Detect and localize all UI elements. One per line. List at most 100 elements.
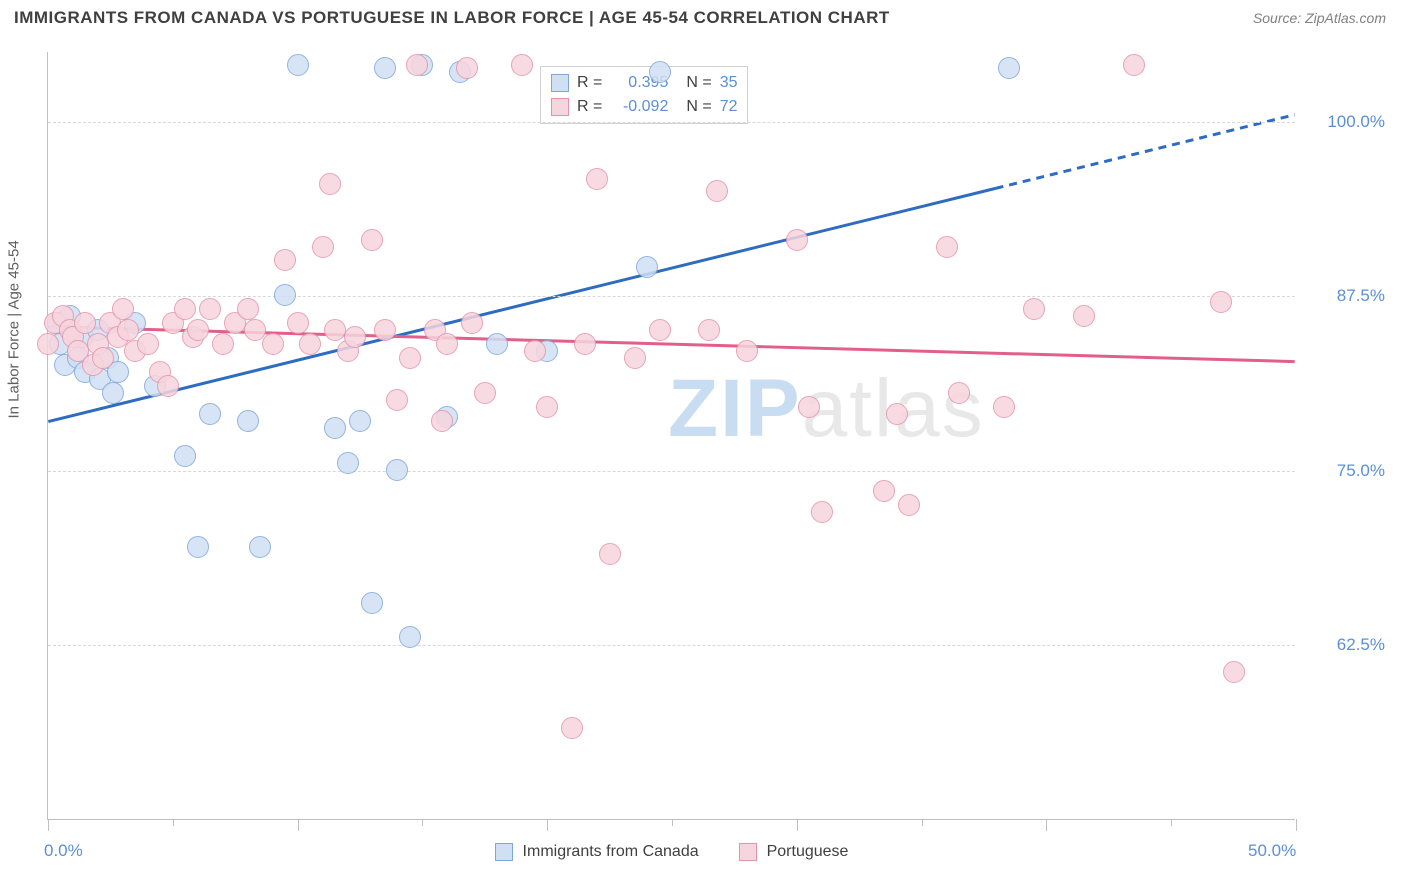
gridline <box>48 471 1295 472</box>
series-legend: Immigrants from Canada Portuguese <box>48 843 1295 861</box>
legend-swatch <box>495 843 513 861</box>
scatter-point-portuguese <box>187 319 209 341</box>
scatter-point-portuguese <box>993 396 1015 418</box>
scatter-point-portuguese <box>174 298 196 320</box>
scatter-point-portuguese <box>399 347 421 369</box>
scatter-point-portuguese <box>1223 661 1245 683</box>
scatter-point-canada <box>199 403 221 425</box>
y-tick-label: 62.5% <box>1305 635 1385 655</box>
y-tick-label: 100.0% <box>1305 112 1385 132</box>
scatter-point-portuguese <box>698 319 720 341</box>
scatter-point-canada <box>174 445 196 467</box>
chart-plot-area: ZIPatlas R =0.395N =35R =-0.092N =72 Imm… <box>47 52 1295 820</box>
scatter-point-portuguese <box>474 382 496 404</box>
scatter-point-portuguese <box>112 298 134 320</box>
regression-line-canada-extrapolated <box>996 115 1295 189</box>
correlation-legend-row-canada: R =0.395N =35 <box>551 71 737 95</box>
scatter-point-canada <box>374 57 396 79</box>
n-value: 35 <box>720 74 738 92</box>
scatter-point-canada <box>399 626 421 648</box>
x-tick <box>173 819 174 826</box>
scatter-point-portuguese <box>299 333 321 355</box>
scatter-point-portuguese <box>873 480 895 502</box>
scatter-point-portuguese <box>74 312 96 334</box>
scatter-point-portuguese <box>798 396 820 418</box>
chart-title: IMMIGRANTS FROM CANADA VS PORTUGUESE IN … <box>14 8 890 28</box>
scatter-point-portuguese <box>406 54 428 76</box>
r-label: R = <box>577 98 602 116</box>
scatter-point-portuguese <box>274 249 296 271</box>
x-tick-label: 0.0% <box>44 841 83 861</box>
scatter-point-portuguese <box>898 494 920 516</box>
x-tick <box>797 819 798 831</box>
x-tick <box>1296 819 1297 831</box>
scatter-point-canada <box>287 54 309 76</box>
scatter-point-canada <box>636 256 658 278</box>
scatter-point-portuguese <box>511 54 533 76</box>
scatter-point-portuguese <box>319 173 341 195</box>
scatter-point-portuguese <box>1073 305 1095 327</box>
x-tick-label: 50.0% <box>1248 841 1296 861</box>
y-tick-label: 87.5% <box>1305 286 1385 306</box>
scatter-point-portuguese <box>524 340 546 362</box>
scatter-point-canada <box>349 410 371 432</box>
scatter-point-canada <box>649 61 671 83</box>
scatter-point-portuguese <box>324 319 346 341</box>
scatter-point-portuguese <box>811 501 833 523</box>
x-tick <box>672 819 673 826</box>
scatter-point-portuguese <box>706 180 728 202</box>
x-tick <box>1046 819 1047 831</box>
n-value: 72 <box>720 98 738 116</box>
scatter-point-portuguese <box>936 236 958 258</box>
scatter-point-portuguese <box>456 57 478 79</box>
scatter-point-portuguese <box>586 168 608 190</box>
legend-swatch <box>551 74 569 92</box>
scatter-point-portuguese <box>786 229 808 251</box>
scatter-point-portuguese <box>736 340 758 362</box>
scatter-point-portuguese <box>262 333 284 355</box>
scatter-point-canada <box>998 57 1020 79</box>
scatter-point-portuguese <box>137 333 159 355</box>
x-tick <box>922 819 923 826</box>
scatter-point-portuguese <box>287 312 309 334</box>
scatter-point-portuguese <box>199 298 221 320</box>
series-legend-item-canada: Immigrants from Canada <box>495 843 699 861</box>
scatter-point-canada <box>187 536 209 558</box>
scatter-point-portuguese <box>117 319 139 341</box>
x-tick <box>547 819 548 831</box>
correlation-legend: R =0.395N =35R =-0.092N =72 <box>540 66 748 124</box>
scatter-point-portuguese <box>1123 54 1145 76</box>
legend-swatch <box>739 843 757 861</box>
gridline <box>48 122 1295 123</box>
scatter-point-portuguese <box>1023 298 1045 320</box>
scatter-point-portuguese <box>536 396 558 418</box>
scatter-point-portuguese <box>312 236 334 258</box>
scatter-point-canada <box>237 410 259 432</box>
scatter-point-portuguese <box>92 347 114 369</box>
scatter-point-portuguese <box>561 717 583 739</box>
gridline <box>48 296 1295 297</box>
series-label: Portuguese <box>767 843 849 861</box>
scatter-point-canada <box>274 284 296 306</box>
scatter-point-canada <box>386 459 408 481</box>
scatter-point-canada <box>324 417 346 439</box>
scatter-point-portuguese <box>386 389 408 411</box>
scatter-point-canada <box>486 333 508 355</box>
x-tick <box>298 819 299 831</box>
scatter-point-portuguese <box>212 333 234 355</box>
series-legend-item-portuguese: Portuguese <box>739 843 849 861</box>
series-label: Immigrants from Canada <box>523 843 699 861</box>
correlation-legend-row-portuguese: R =-0.092N =72 <box>551 95 737 119</box>
scatter-point-portuguese <box>649 319 671 341</box>
n-label: N = <box>686 98 711 116</box>
scatter-point-portuguese <box>574 333 596 355</box>
legend-swatch <box>551 98 569 116</box>
scatter-point-portuguese <box>374 319 396 341</box>
scatter-point-portuguese <box>431 410 453 432</box>
scatter-point-canada <box>337 452 359 474</box>
scatter-point-portuguese <box>599 543 621 565</box>
scatter-point-portuguese <box>344 326 366 348</box>
x-tick <box>1171 819 1172 826</box>
source-label: Source: ZipAtlas.com <box>1253 10 1386 26</box>
scatter-point-portuguese <box>461 312 483 334</box>
